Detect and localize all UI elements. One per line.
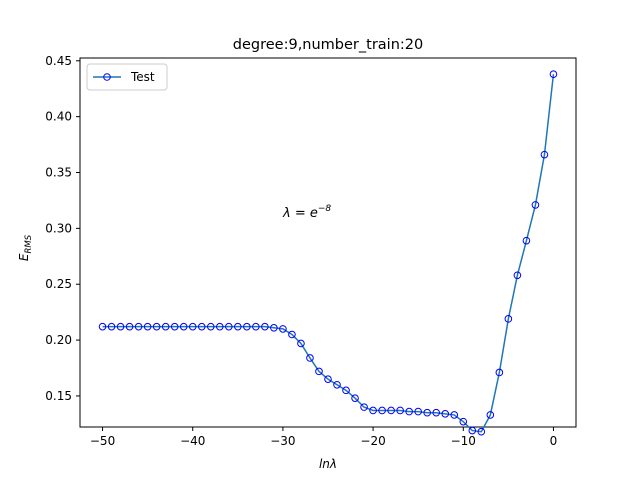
data-point [495, 368, 504, 377]
plot-area: −50 −40 −30 −20 −10 0 0.15 0.20 0.25 0.30 0.35 0.40… [45, 54, 577, 448]
data-point [387, 406, 395, 415]
data-point [531, 201, 540, 209]
data-point [297, 339, 305, 348]
x-tick-label: −20 [360, 434, 385, 448]
data-point [170, 322, 179, 331]
data-point [279, 325, 287, 333]
data-point [125, 322, 134, 331]
lambda-annotation: λ = e−8 [282, 204, 331, 221]
data-point [360, 403, 368, 411]
axes-frame [79, 57, 577, 428]
data-point [324, 375, 332, 383]
data-point [504, 315, 513, 323]
data-point [468, 426, 477, 435]
chart-title: degree:9,number_train:20 [233, 37, 423, 53]
y-axis-label: ERMS [17, 234, 34, 261]
y-axis-label-main: E [17, 253, 31, 261]
y-tick-label: 0.45 [45, 54, 72, 68]
y-tick-label: 0.20 [45, 333, 72, 347]
legend-marker-swatch [103, 73, 111, 81]
data-point [225, 322, 233, 331]
legend: Test [86, 63, 168, 91]
data-point [522, 236, 531, 245]
data-point [513, 271, 522, 280]
data-point [188, 322, 197, 331]
data-point [306, 354, 314, 362]
data-point [261, 322, 269, 331]
data-point [477, 427, 486, 436]
legend-box [86, 63, 168, 91]
data-point [98, 322, 107, 331]
data-point [197, 322, 206, 331]
data-point [342, 386, 350, 395]
legend-label-test: Test [130, 70, 155, 84]
data-point [243, 322, 251, 331]
x-tick-label: −40 [180, 434, 205, 448]
annotation-base: λ = e [282, 206, 318, 221]
y-tick-label: 0.30 [45, 221, 72, 235]
data-point [179, 322, 188, 331]
data-point [315, 367, 323, 376]
data-point [215, 322, 224, 331]
data-point [369, 406, 377, 415]
y-tick-label: 0.40 [45, 110, 72, 124]
x-tick-label: 0 [550, 434, 558, 448]
x-tick-label: −30 [270, 434, 295, 448]
data-point [107, 322, 116, 331]
data-point [396, 406, 404, 415]
data-point [378, 406, 386, 415]
data-point [161, 322, 170, 331]
data-point [143, 322, 152, 331]
x-axis-label: lnλ [319, 457, 337, 471]
data-point [450, 411, 459, 419]
svg-text:ERMS: ERMS [17, 234, 34, 261]
data-point [423, 408, 432, 417]
data-point [351, 394, 359, 402]
data-point [441, 410, 450, 418]
data-point [549, 70, 558, 78]
data-point [206, 322, 215, 331]
data-point [405, 407, 413, 416]
data-point [252, 322, 260, 331]
data-point [414, 407, 422, 416]
x-tick-label: −50 [90, 434, 115, 448]
data-point [288, 330, 296, 339]
data-point [234, 322, 242, 331]
data-point [432, 408, 441, 417]
data-point [540, 150, 549, 159]
y-axis-label-sub: RMS [24, 234, 34, 253]
x-tick-label: −10 [451, 434, 476, 448]
data-point [134, 322, 143, 331]
y-tick-label: 0.25 [45, 277, 72, 291]
data-point [270, 323, 278, 332]
data-point [333, 380, 341, 389]
annotation-exponent: −8 [318, 204, 332, 214]
data-point [152, 322, 161, 331]
data-point [486, 411, 495, 419]
data-point [459, 417, 468, 426]
y-tick-label: 0.15 [45, 389, 72, 403]
data-point [116, 322, 125, 331]
y-tick-label: 0.35 [45, 166, 72, 180]
